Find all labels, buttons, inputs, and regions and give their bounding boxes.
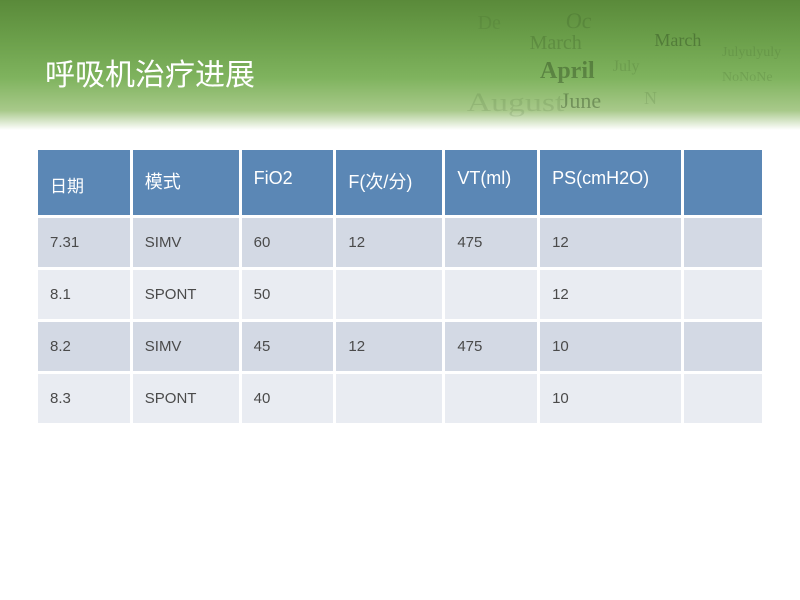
table-row: 7.31 SIMV 60 12 475 12 — [38, 218, 762, 270]
cell: 475 — [445, 322, 537, 374]
cell — [445, 270, 537, 322]
col-vt: VT(ml) — [445, 150, 537, 218]
decor-word: August — [466, 88, 564, 118]
banner: De Oc March March April July August June… — [0, 0, 800, 130]
cell — [684, 218, 762, 270]
table-header-row: 日期 模式 FiO2 F(次/分) VT(ml) PS(cmH2O) — [38, 150, 762, 218]
cell — [684, 322, 762, 374]
decor-word: March — [530, 32, 582, 55]
cell: SPONT — [133, 270, 239, 322]
cell — [684, 374, 762, 426]
table-row: 8.2 SIMV 45 12 475 10 — [38, 322, 762, 374]
cell: SIMV — [133, 218, 239, 270]
col-frequency: F(次/分) — [336, 150, 442, 218]
decor-word: De — [478, 12, 501, 35]
cell: 45 — [242, 322, 334, 374]
decor-word: April — [540, 58, 595, 85]
table-container: 日期 模式 FiO2 F(次/分) VT(ml) PS(cmH2O) 7.31 … — [0, 130, 800, 426]
cell: 8.1 — [38, 270, 130, 322]
cell — [445, 374, 537, 426]
col-date: 日期 — [38, 150, 130, 218]
cell — [336, 374, 442, 426]
cell: 12 — [336, 218, 442, 270]
cell: 10 — [540, 322, 681, 374]
cell: 10 — [540, 374, 681, 426]
cell: 12 — [540, 270, 681, 322]
cell: 12 — [540, 218, 681, 270]
decor-word: March — [654, 30, 701, 51]
col-ps: PS(cmH2O) — [540, 150, 681, 218]
cell: SPONT — [133, 374, 239, 426]
col-mode: 模式 — [133, 150, 239, 218]
cell: 8.2 — [38, 322, 130, 374]
cell — [684, 270, 762, 322]
table-row: 8.3 SPONT 40 10 — [38, 374, 762, 426]
cell: 60 — [242, 218, 334, 270]
decor-word: July — [613, 58, 640, 76]
cell — [336, 270, 442, 322]
col-empty — [684, 150, 762, 218]
table-body: 7.31 SIMV 60 12 475 12 8.1 SPONT 50 12 8… — [38, 218, 762, 426]
ventilator-table: 日期 模式 FiO2 F(次/分) VT(ml) PS(cmH2O) 7.31 … — [35, 150, 765, 426]
cell: 7.31 — [38, 218, 130, 270]
cell: 50 — [242, 270, 334, 322]
cell: 40 — [242, 374, 334, 426]
cell: 12 — [336, 322, 442, 374]
decor-word: NoNoNe — [722, 70, 773, 86]
col-fio2: FiO2 — [242, 150, 334, 218]
cell: SIMV — [133, 322, 239, 374]
page-title: 呼吸机治疗进展 — [45, 50, 255, 94]
table-row: 8.1 SPONT 50 12 — [38, 270, 762, 322]
decor-word: Julyulyuly — [722, 45, 781, 61]
cell: 475 — [445, 218, 537, 270]
decor-word: N — [644, 88, 657, 109]
cell: 8.3 — [38, 374, 130, 426]
decor-word: Oc — [565, 8, 593, 34]
decor-word: June — [561, 88, 601, 114]
banner-decor: De Oc March March April July August June… — [280, 0, 800, 130]
